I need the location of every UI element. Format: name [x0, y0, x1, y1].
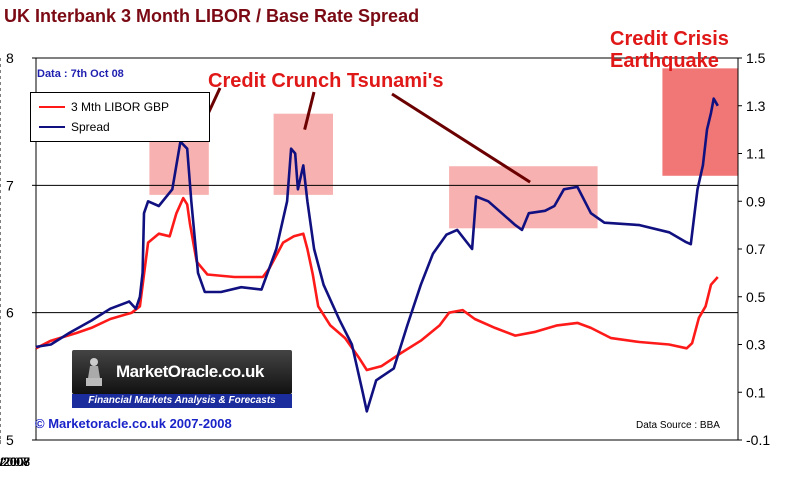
left-tick-label: 8 — [6, 50, 14, 66]
right-tick-label: 1.3 — [746, 98, 766, 114]
annotation-crisis-line1: Credit Crisis — [610, 28, 729, 50]
highlight-box-nov-2007 — [273, 113, 333, 195]
series-lines — [35, 97, 719, 413]
right-tick-label: 1.5 — [746, 50, 766, 66]
x-tick-label: 21/11/2007 — [0, 455, 30, 469]
right-tick-label: 0.3 — [746, 337, 766, 353]
right-tick-label: 0.1 — [746, 384, 766, 400]
data-source-note: Data Source : BBA — [636, 420, 720, 431]
legend-label-spread: Spread — [71, 120, 110, 134]
data-date-note: Data : 7th Oct 08 — [37, 68, 124, 80]
right-tick-label: 0.5 — [746, 289, 766, 305]
x-tick-label: 1/05/2007 — [0, 455, 27, 469]
x-tick-label: 21/01/2008 — [0, 455, 30, 469]
right-tick-label: 0.7 — [746, 241, 766, 257]
copyright-note: © Marketoracle.co.uk 2007-2008 — [35, 416, 232, 431]
left-tick-label: 6 — [6, 305, 14, 321]
right-tick-label: 1.1 — [746, 146, 766, 162]
logo-background — [72, 350, 292, 394]
x-tick-label: 21/07/2008 — [0, 455, 30, 469]
logo-tagline: Financial Markets Analysis & Forecasts — [72, 394, 292, 408]
left-tick-label: 7 — [6, 177, 14, 193]
marketoracle-logo: MarketOracle.co.uk Financial Markets Ana… — [72, 350, 292, 408]
x-tick-label: 21/09/2008 — [0, 455, 30, 469]
legend: 3 Mth LIBOR GBP Spread — [30, 92, 210, 142]
legend-item-spread: Spread — [39, 119, 110, 135]
chart-title: UK Interbank 3 Month LIBOR / Base Rate S… — [4, 6, 420, 26]
thinker-statue-icon — [86, 358, 102, 386]
x-tick-label: 21/03/2008 — [0, 455, 30, 469]
series-line-spread — [35, 97, 719, 413]
arrow-to-nov-2007 — [303, 91, 316, 130]
x-tick-label: 21/05/2008 — [0, 455, 30, 469]
x-tick-label: 21/09/2007 — [0, 455, 30, 469]
axes — [0, 57, 742, 444]
right-tick-label: 0.9 — [746, 193, 766, 209]
logo-name: MarketOracle.co.uk — [116, 362, 264, 381]
highlight-box-spring-2008 — [449, 166, 598, 229]
right-tick-label: -0.1 — [746, 432, 770, 448]
legend-swatch-libor — [39, 106, 65, 108]
arrow-to-spring-2008 — [391, 92, 531, 184]
legend-item-libor: 3 Mth LIBOR GBP — [39, 99, 169, 115]
x-tick-label: 21/07/2007 — [0, 455, 30, 469]
tick-labels: 5 6 7 8 -0.1 0.1 0.3 0.5 0.7 0.9 1.1 1.3 1.5 1/05/200… — [0, 50, 770, 469]
legend-label-libor: 3 Mth LIBOR GBP — [71, 100, 170, 114]
highlight-box-crisis-2008 — [662, 68, 738, 176]
legend-swatch-spread — [39, 126, 65, 128]
series-line-libor — [35, 196, 719, 372]
left-tick-label: 5 — [6, 432, 14, 448]
annotation-crisis-line2: Earthquake — [610, 50, 719, 72]
annotation-credit-crunch: Credit Crunch Tsunami's — [208, 70, 444, 92]
